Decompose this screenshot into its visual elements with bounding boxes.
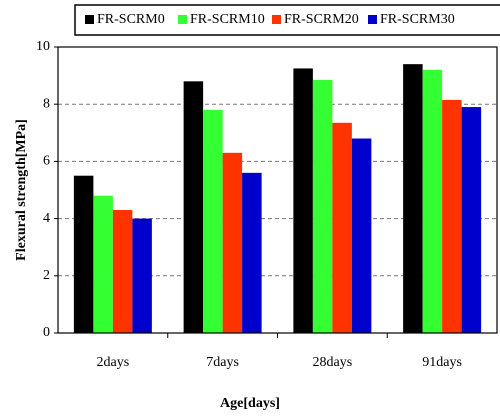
legend-swatch	[368, 15, 377, 24]
x-tick-label: 28days	[313, 355, 353, 370]
bar	[403, 64, 423, 333]
legend-swatch	[85, 15, 94, 24]
legend-label: FR-SCRM30	[380, 12, 455, 27]
legend-box	[74, 4, 500, 36]
legend-swatch	[178, 15, 187, 24]
bar	[93, 195, 113, 333]
bar	[132, 218, 152, 333]
y-tick-label: 8	[43, 96, 50, 111]
bar	[332, 122, 352, 333]
bar	[293, 68, 313, 333]
bar	[222, 152, 243, 333]
y-tick-label: 6	[43, 154, 50, 169]
bar	[351, 138, 372, 333]
x-axis-label: Age[days]	[220, 396, 280, 411]
legend-label: FR-SCRM0	[97, 12, 165, 27]
bar	[183, 81, 204, 333]
plot-frame	[57, 46, 498, 334]
bar	[442, 99, 462, 333]
bar	[242, 172, 262, 333]
bar	[73, 175, 94, 333]
x-tick-label: 7days	[206, 355, 239, 370]
x-tick-label: 2days	[97, 355, 130, 370]
bar	[422, 69, 443, 333]
x-tick-label: 91days	[422, 355, 462, 370]
bar	[203, 109, 223, 333]
y-tick-label: 10	[36, 39, 50, 54]
y-axis-label: Flexural strength[MPa]	[14, 119, 29, 261]
legend-label: FR-SCRM20	[284, 12, 359, 27]
bar	[112, 210, 133, 333]
bar	[312, 79, 333, 333]
y-tick-label: 4	[43, 211, 50, 226]
legend-swatch	[272, 15, 281, 24]
bar	[461, 107, 482, 333]
y-tick-label: 0	[43, 325, 50, 340]
legend-label: FR-SCRM10	[190, 12, 265, 27]
y-tick-label: 2	[43, 268, 50, 283]
